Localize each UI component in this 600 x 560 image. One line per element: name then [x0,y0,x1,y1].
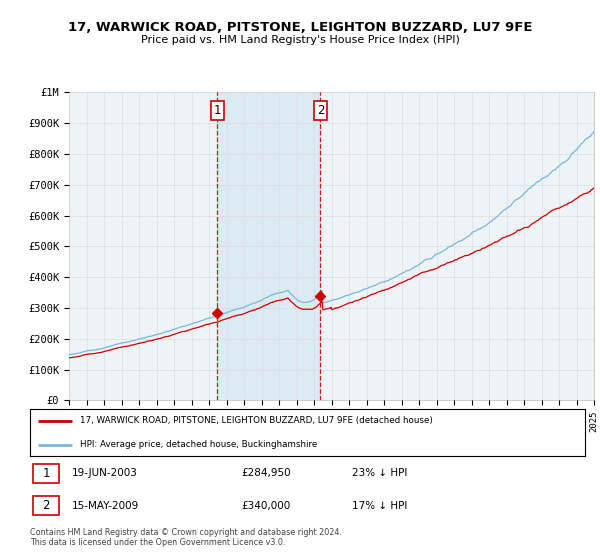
Text: 17% ↓ HPI: 17% ↓ HPI [352,501,407,511]
Text: 17, WARWICK ROAD, PITSTONE, LEIGHTON BUZZARD, LU7 9FE: 17, WARWICK ROAD, PITSTONE, LEIGHTON BUZ… [68,21,532,34]
Text: 17, WARWICK ROAD, PITSTONE, LEIGHTON BUZZARD, LU7 9FE (detached house): 17, WARWICK ROAD, PITSTONE, LEIGHTON BUZ… [80,416,433,425]
Text: 1: 1 [43,467,50,480]
FancyBboxPatch shape [33,496,59,515]
Text: 23% ↓ HPI: 23% ↓ HPI [352,468,407,478]
Text: 2: 2 [43,499,50,512]
Text: £340,000: £340,000 [241,501,290,511]
Text: Price paid vs. HM Land Registry's House Price Index (HPI): Price paid vs. HM Land Registry's House … [140,35,460,45]
Text: 19-JUN-2003: 19-JUN-2003 [71,468,137,478]
Text: 2: 2 [317,104,324,118]
Text: HPI: Average price, detached house, Buckinghamshire: HPI: Average price, detached house, Buck… [80,440,317,449]
Text: 1: 1 [214,104,221,118]
Bar [217,92,320,400]
FancyBboxPatch shape [33,464,59,483]
Text: 15-MAY-2009: 15-MAY-2009 [71,501,139,511]
Text: £284,950: £284,950 [241,468,290,478]
Text: Contains HM Land Registry data © Crown copyright and database right 2024.
This d: Contains HM Land Registry data © Crown c… [30,528,342,547]
